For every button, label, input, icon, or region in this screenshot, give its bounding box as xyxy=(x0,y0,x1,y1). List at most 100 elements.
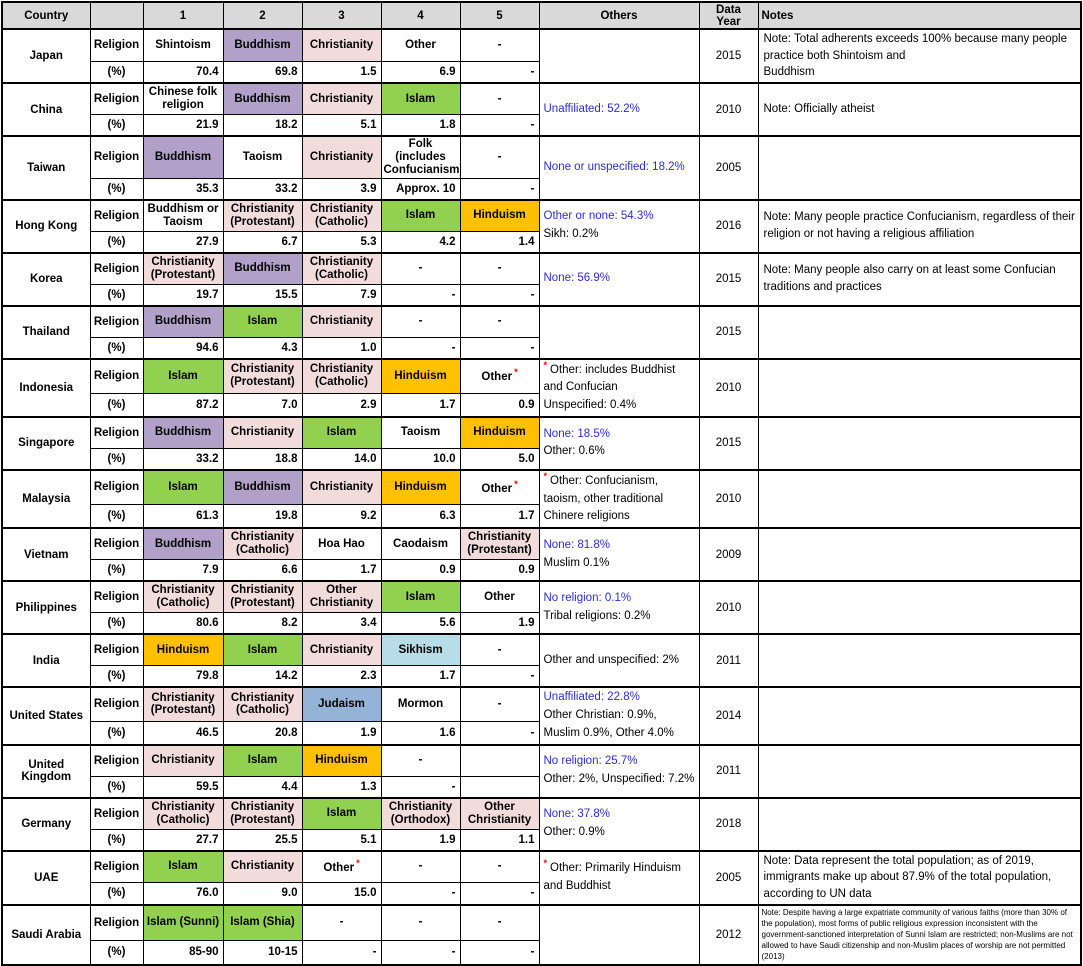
religion-cell: Folk (includes Confucianism) xyxy=(380,135,461,179)
religion-label: Chinese folk religion xyxy=(148,86,218,112)
percent-cell: 87.2 xyxy=(142,392,224,418)
data-year-cell: 2012 xyxy=(698,903,759,966)
percent-cell: - xyxy=(459,60,540,84)
others-line: * Other: Confucianism, taoism, other trad… xyxy=(544,472,695,526)
religion-label: Christianity xyxy=(309,38,374,51)
religion-label: Folk (includes Confucianism) xyxy=(383,138,460,176)
column-header-3: 3 xyxy=(301,1,382,30)
notes-cell: Note: Despite having a large expatriate … xyxy=(757,903,1082,966)
religion-label: Christianity (Catholic) xyxy=(230,531,295,557)
percent-cell: 14.0 xyxy=(301,447,382,471)
religion-cell: Buddhism xyxy=(142,527,224,561)
percent-row-label: (%) xyxy=(89,447,144,471)
others-cell: Unaffiliated: 52.2% xyxy=(538,82,700,137)
country-name: Hong Kong xyxy=(1,198,91,254)
religion-cell: Hoa Hao xyxy=(301,527,382,561)
notes-cell: Note: Many people also carry on at least… xyxy=(757,251,1082,307)
religion-cell: Taoism xyxy=(380,415,461,449)
religion-label: Christianity (Catholic) xyxy=(230,691,295,717)
religion-label: Islam xyxy=(405,209,436,222)
data-year-cell: 2015 xyxy=(698,415,759,471)
religion-label: - xyxy=(497,150,502,163)
religion-label: - xyxy=(497,643,502,656)
others-line: Other Christian: 0.9%, Muslim 0.9%, Othe… xyxy=(543,708,674,739)
religion-cell: Caodaism xyxy=(380,527,461,561)
percent-cell: 33.2 xyxy=(222,177,303,201)
percent-cell: 1.4 xyxy=(459,230,540,254)
data-year-cell: 2010 xyxy=(698,82,759,137)
others-cell: Other and unspecified: 2% xyxy=(538,633,700,688)
religion-cell: - xyxy=(459,135,540,179)
religion-label: - xyxy=(497,92,502,105)
data-year-cell: 2005 xyxy=(698,135,759,201)
percent-cell: 1.1 xyxy=(459,828,540,852)
religion-cell: Christianity xyxy=(301,468,382,506)
percent-cell: 5.1 xyxy=(301,828,382,852)
data-year-cell: 2009 xyxy=(698,527,759,582)
religion-row-label: Religion xyxy=(89,468,144,506)
religion-row-label: Religion xyxy=(89,415,144,449)
percent-cell: 19.7 xyxy=(142,283,224,307)
others-cell: Other or none: 54.3% Sikh: 0.2% xyxy=(538,198,700,254)
religion-label: Christianity (Catholic) xyxy=(309,255,374,281)
percent-cell: - xyxy=(301,939,382,966)
religion-row-label: Religion xyxy=(89,304,144,338)
percent-row-label: (%) xyxy=(89,665,144,688)
others-text: Other: Primarily Hinduism and Buddhist xyxy=(543,862,682,893)
religion-cell: Shintoism xyxy=(142,27,224,62)
religion-cell: Hinduism xyxy=(301,743,382,777)
others-line: None: 81.8% xyxy=(543,538,611,551)
notes-cell: Note: Officially atheist xyxy=(757,82,1082,137)
percent-row: (%) 46.5 20.8 1.9 1.6- xyxy=(2,720,1081,746)
religion-cell: Buddhism xyxy=(142,415,224,449)
religion-label: Mormon xyxy=(397,698,444,711)
religion-cell: Taoism xyxy=(222,135,303,179)
religion-label: Christianity (Orthodox) xyxy=(388,800,453,826)
religion-label: - xyxy=(497,38,502,51)
percent-cell: 5.1 xyxy=(301,114,382,137)
column-header-1: 1 xyxy=(142,1,224,30)
religion-label: Christianity xyxy=(230,426,295,439)
country-name: United Kingdom xyxy=(1,743,91,799)
percent-cell: 1.7 xyxy=(301,559,382,582)
others-line: Unspecified: 0.4% xyxy=(543,399,637,412)
others-cell xyxy=(538,27,700,84)
others-line: Other or none: 54.3% xyxy=(543,210,654,223)
religion-row-label: Religion xyxy=(89,527,144,561)
religion-label: Christianity (Protestant) xyxy=(467,531,532,557)
table-body: Japan Religion Shintoism Buddhism Christiani… xyxy=(1,27,1082,966)
religion-cell: Christianity (Catholic) xyxy=(142,796,224,830)
religion-cell: Other * xyxy=(301,849,382,884)
religion-row-label: Religion xyxy=(89,357,144,394)
country-name: Philippines xyxy=(1,580,91,635)
religion-cell: Other * xyxy=(459,468,540,506)
religion-cell: Christianity (Orthodox) xyxy=(380,796,461,830)
religion-row-label: Religion xyxy=(89,251,144,285)
percent-cell: - xyxy=(459,283,540,307)
country-block-indonesia: Indonesia Religion Islam Christianity (Prot… xyxy=(1,357,1082,418)
religion-label: Christianity xyxy=(309,481,374,494)
religion-cell: - xyxy=(380,304,461,338)
religion-cell: Christianity xyxy=(301,135,382,179)
religion-cell: - xyxy=(459,849,540,884)
percent-cell: 3.4 xyxy=(301,612,382,635)
percent-cell: 33.2 xyxy=(142,447,224,471)
religion-label: Shintoism xyxy=(155,38,211,51)
country-block-philippines: Philippines Religion Christianity (Catholi… xyxy=(1,580,1082,635)
religion-cell: Christianity (Catholic) xyxy=(142,580,224,614)
percent-cell: 20.8 xyxy=(222,720,303,746)
others-line: Tribal religions: 0.2% xyxy=(543,609,651,622)
religion-cell: - xyxy=(459,633,540,667)
religion-label: Other Christianity xyxy=(309,584,374,610)
percent-row-label: (%) xyxy=(89,60,144,84)
religion-label: Christianity xyxy=(309,643,374,656)
footnote-asterisk: * xyxy=(514,478,518,489)
religion-label: - xyxy=(497,262,502,275)
percent-cell: 6.6 xyxy=(222,559,303,582)
footnote-asterisk: * xyxy=(543,359,548,370)
percent-row: (%) 61.3 19.8 9.2 6.3 1.7 xyxy=(2,504,1081,529)
data-year-cell: 2010 xyxy=(698,468,759,529)
others-cell: No religion: 25.7% Other: 2%, Unspecified… xyxy=(538,743,700,799)
religion-label: - xyxy=(418,916,423,929)
